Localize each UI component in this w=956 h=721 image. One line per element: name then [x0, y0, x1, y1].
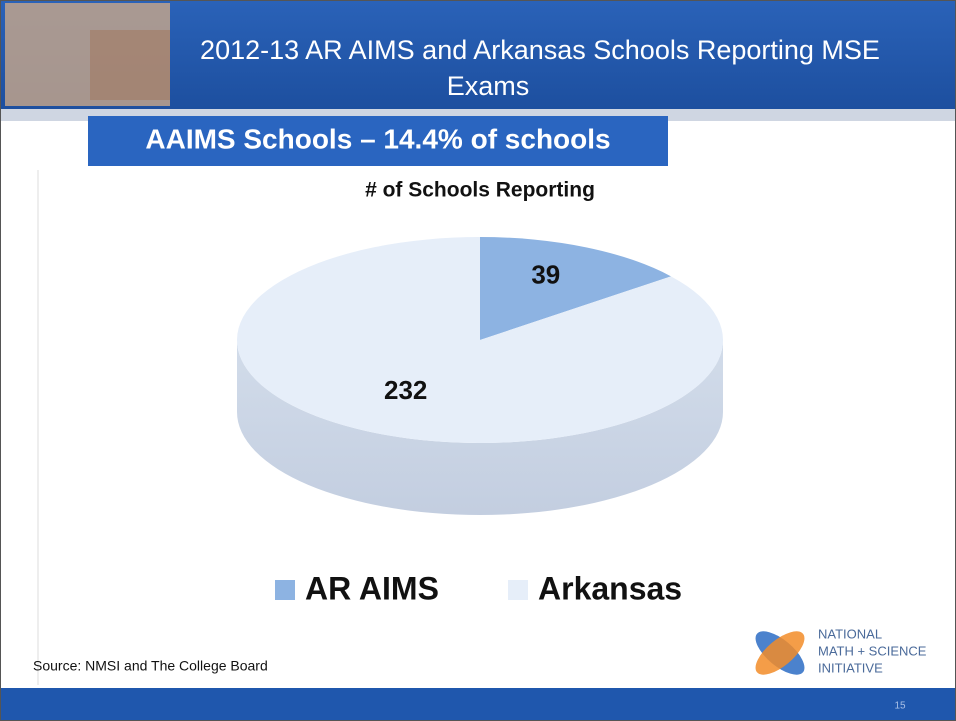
legend-swatch [508, 580, 528, 600]
logo-text: MATH + SCIENCE [818, 643, 927, 658]
pie-slice [480, 237, 671, 340]
pie-side [237, 340, 723, 515]
legend-label: Arkansas [538, 570, 682, 606]
logo-shape [755, 631, 805, 675]
source-note: Source: NMSI and The College Board [33, 658, 268, 674]
banner-text: AAIMS Schools – 14.4% of schools [145, 123, 610, 154]
logo: NATIONAL MATH + SCIENCE INITIATIVE [755, 626, 927, 675]
slide-title: 2012-13 AR AIMS and Arkansas Schools Rep… [200, 35, 880, 65]
banner [88, 116, 668, 166]
page-number: 15 [894, 701, 906, 712]
header-photo-detail [90, 30, 170, 100]
slide-title-line2: Exams [447, 71, 530, 101]
logo-text: NATIONAL [818, 626, 882, 641]
logo-text: INITIATIVE [818, 660, 883, 675]
pie-slice [236, 237, 724, 443]
legend-swatch [275, 580, 295, 600]
footer-band [1, 688, 955, 720]
chart-title: # of Schools Reporting [365, 179, 595, 202]
data-label: 39 [531, 260, 560, 290]
data-label: 232 [384, 375, 427, 405]
legend-label: AR AIMS [305, 570, 439, 606]
